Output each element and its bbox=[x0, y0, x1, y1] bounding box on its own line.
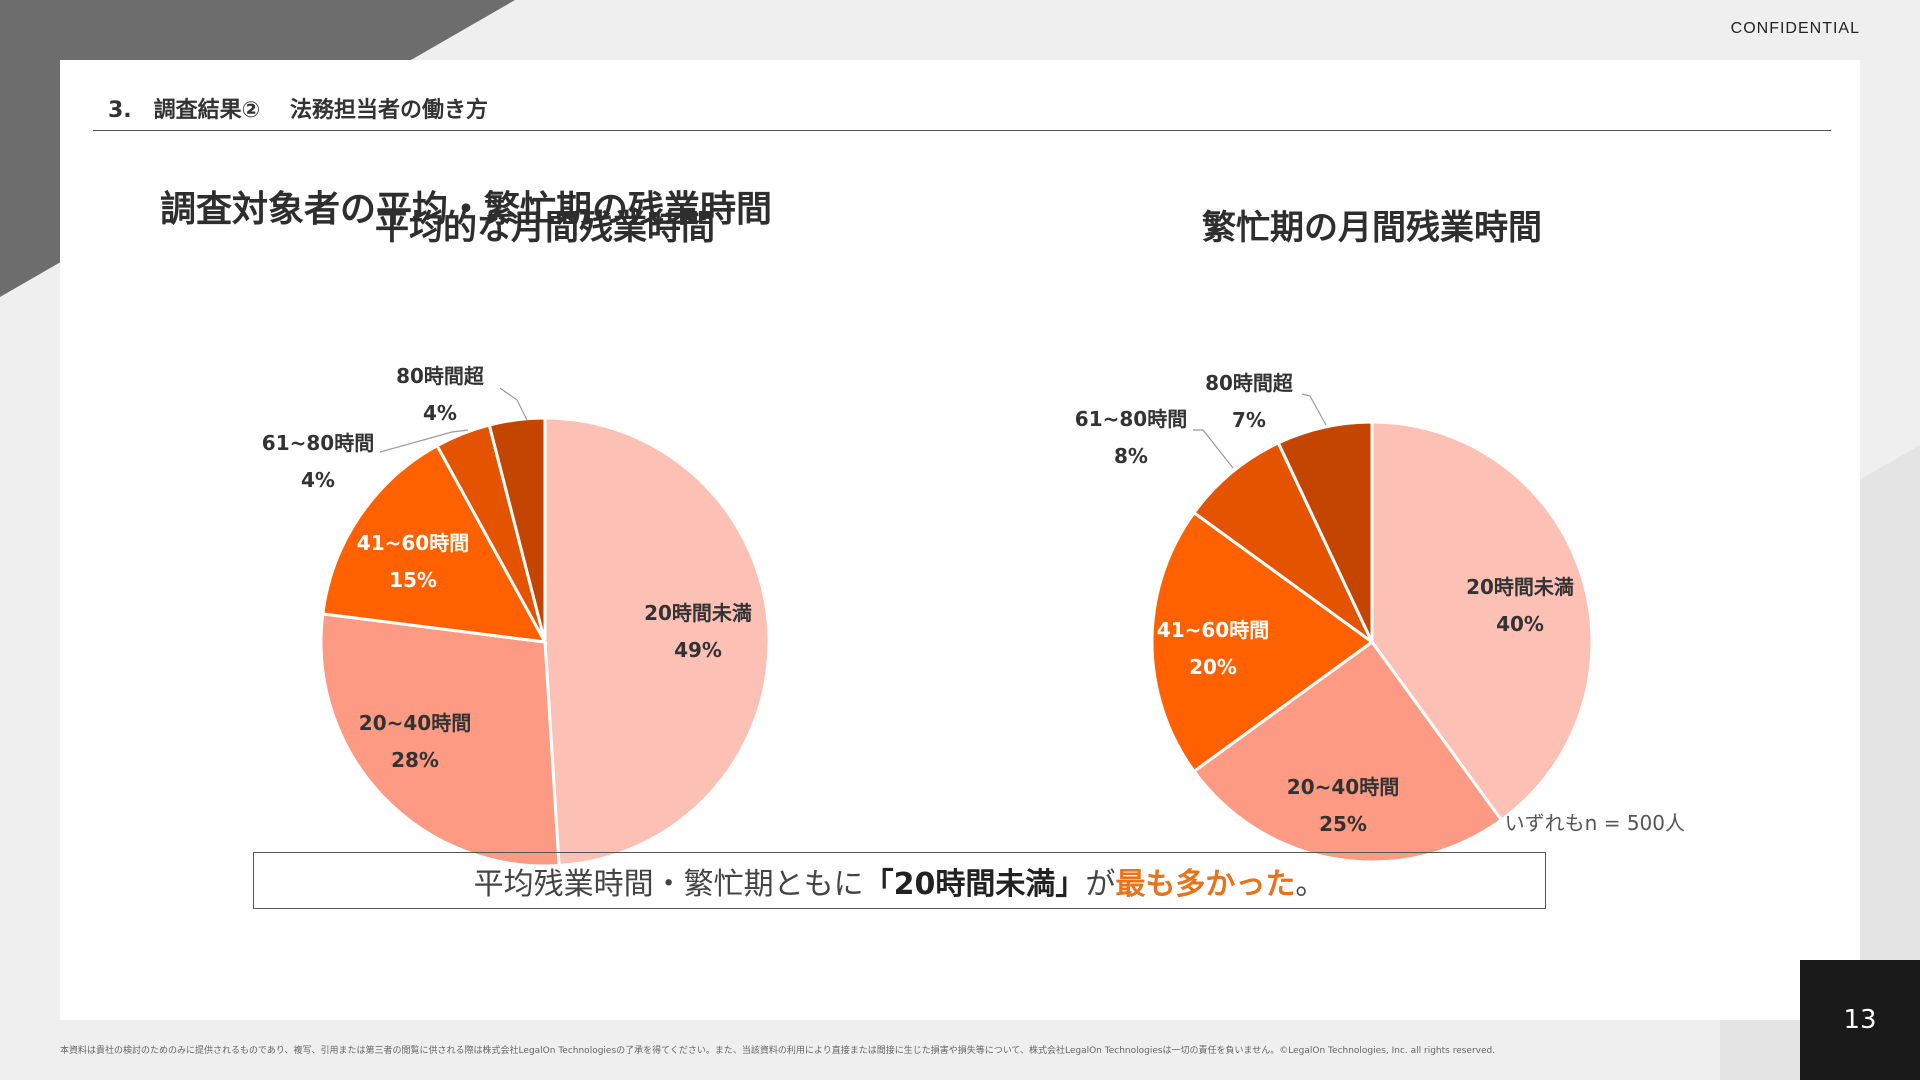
leader-line-1-4 bbox=[1301, 393, 1327, 426]
slice-category-label-0-0: 20時間未満 bbox=[644, 601, 752, 625]
pie-slice-1-0 bbox=[1370, 420, 1594, 823]
section-divider bbox=[93, 130, 1831, 131]
slice-value-label-1-3: 8% bbox=[1114, 444, 1148, 468]
leader-line-1-3 bbox=[1193, 429, 1234, 469]
slice-value-label-1-4: 7% bbox=[1232, 408, 1266, 432]
slice-value-label-0-1: 28% bbox=[391, 748, 439, 772]
slice-category-label-0-3: 61~80時間 bbox=[262, 431, 374, 455]
slice-category-label-1-0: 20時間未満 bbox=[1466, 575, 1574, 599]
slice-category-label-1-2: 41~60時間 bbox=[1157, 618, 1269, 642]
confidential-label: CONFIDENTIAL bbox=[1730, 20, 1860, 37]
pie-slice-0-2 bbox=[321, 443, 548, 644]
pie-slice-1-4 bbox=[1276, 420, 1374, 643]
pie-slice-0-4 bbox=[487, 416, 547, 643]
page-number: 13 bbox=[1800, 960, 1920, 1080]
callout-text-3: 。 bbox=[1295, 866, 1326, 902]
pie-slice-0-0 bbox=[543, 416, 771, 868]
conclusion-callout: 平均残業時間・繁忙期ともに 「20時間未満」が最も多かった。 bbox=[253, 852, 1546, 909]
slice-category-label-1-1: 20~40時間 bbox=[1287, 775, 1399, 799]
pie-chart-average: 20時間未満 49% 20~40時間 28% 41~60時間 15% 61~80時間 4% 80… bbox=[262, 364, 771, 868]
slice-value-label-0-4: 4% bbox=[423, 401, 457, 425]
slice-value-label-1-0: 40% bbox=[1496, 612, 1544, 636]
footer-disclaimer: 本資料は貴社の検討のためのみに提供されるものであり、複写、引用または第三者の閲覧… bbox=[60, 1046, 1496, 1056]
slice-value-label-0-2: 15% bbox=[389, 568, 437, 592]
pie-slice-0-1 bbox=[319, 612, 561, 868]
section-title: 3. 調査結果② 法務担当者の働き方 bbox=[108, 98, 488, 123]
slice-value-label-1-2: 20% bbox=[1189, 655, 1237, 679]
slice-category-label-1-4: 80時間超 bbox=[1205, 371, 1294, 395]
chart-title-average: 平均的な月間残業時間 bbox=[375, 208, 715, 248]
page-title: 調査対象者の平均・繁忙期の残業時間 bbox=[160, 189, 773, 230]
callout-text-2: が bbox=[1085, 866, 1116, 902]
pie-slice-1-2 bbox=[1150, 510, 1375, 774]
slice-category-label-0-1: 20~40時間 bbox=[359, 711, 471, 735]
callout-highlight: 「20時間未満」 bbox=[863, 866, 1086, 902]
pie-chart-busy: 20時間未満 40% 20~40時間 25% 41~60時間 20% 61~80時間 8% 80… bbox=[1075, 371, 1594, 864]
slice-category-label-0-4: 80時間超 bbox=[396, 364, 485, 388]
leader-line-0-3 bbox=[379, 429, 469, 453]
sample-size-note: いずれもn = 500人 bbox=[1504, 811, 1685, 835]
slice-value-label-1-1: 25% bbox=[1319, 812, 1367, 836]
slice-value-label-0-3: 4% bbox=[301, 468, 335, 492]
leader-line-0-4 bbox=[499, 387, 528, 421]
slice-category-label-0-2: 41~60時間 bbox=[357, 531, 469, 555]
chart-title-busy: 繁忙期の月間残業時間 bbox=[1202, 208, 1542, 248]
callout-text-1: 平均残業時間・繁忙期ともに bbox=[473, 866, 864, 902]
pie-slice-1-3 bbox=[1191, 440, 1374, 644]
slice-value-label-0-0: 49% bbox=[674, 638, 722, 662]
slice-category-label-1-3: 61~80時間 bbox=[1075, 407, 1187, 431]
callout-accent: 最も多かった bbox=[1115, 866, 1296, 902]
pie-slice-1-1 bbox=[1191, 639, 1504, 864]
